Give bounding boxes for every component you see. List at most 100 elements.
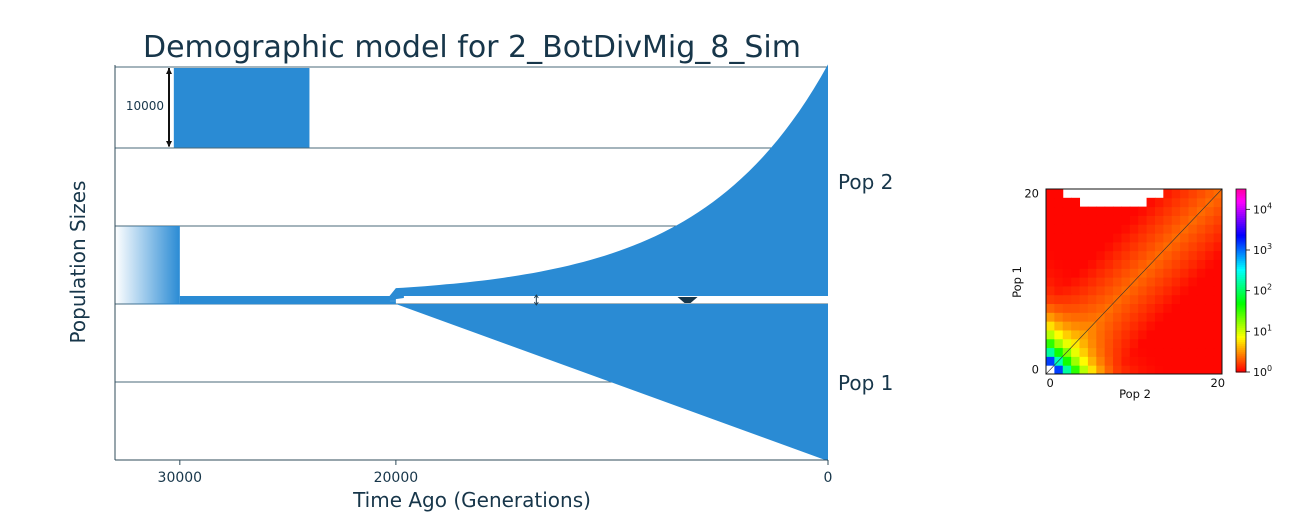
heatmap-cell	[1205, 356, 1215, 366]
heatmap-cell	[1196, 347, 1206, 357]
colorbar-segment	[1236, 355, 1246, 359]
heatmap-cell	[1121, 233, 1131, 243]
colorbar-exponent: 3	[1267, 242, 1272, 251]
heatmap-cell	[1163, 197, 1173, 208]
heatmap-cell	[1188, 241, 1198, 252]
heatmap-cell	[1087, 303, 1097, 313]
heatmap-cell	[1096, 329, 1106, 340]
heatmap-cell	[1180, 241, 1189, 252]
heatmap-cell	[1154, 347, 1164, 357]
heatmap-cell	[1180, 189, 1189, 199]
heatmap-cell	[1196, 268, 1206, 278]
heatmap-cell	[1071, 215, 1081, 225]
heatmap-cell	[1113, 329, 1122, 340]
x-tick-label-2: 0	[824, 470, 833, 486]
x-tick-label-0: 30000	[158, 470, 203, 486]
colorbar-tick-label-4: 104	[1253, 201, 1272, 216]
heatmap-cell	[1104, 303, 1114, 313]
heatmap-cell	[1138, 312, 1148, 322]
heatmap-cell	[1154, 259, 1164, 269]
heatmap-cell	[1113, 303, 1122, 313]
heatmap-cell	[1087, 338, 1097, 349]
heatmap-cell	[1087, 233, 1097, 243]
migration-arrow-1	[677, 297, 698, 303]
heatmap-cell	[1113, 259, 1122, 269]
heatmap-cell	[1146, 268, 1156, 278]
heatmap-x-tick-0: 0	[1047, 376, 1054, 390]
heatmap-cell	[1121, 215, 1131, 225]
heatmap-cell	[1146, 347, 1156, 357]
heatmap-cell	[1062, 294, 1072, 305]
colorbar-segment	[1236, 233, 1246, 237]
colorbar-segment	[1236, 311, 1246, 314]
colorbar-segment	[1236, 215, 1246, 219]
heatmap-cell	[1046, 224, 1055, 234]
heatmap-cell	[1046, 356, 1055, 366]
heatmap-cell	[1113, 277, 1122, 287]
heatmap-cell	[1180, 277, 1189, 287]
heatmap-cell	[1046, 233, 1055, 243]
heatmap-cell	[1205, 312, 1215, 322]
heatmap-cell	[1087, 250, 1097, 260]
heatmap-cell	[1071, 356, 1081, 366]
migration-arrowhead-0	[533, 294, 539, 306]
heatmap-cell	[1163, 356, 1173, 366]
heatmap-cell	[1188, 250, 1198, 260]
heatmap-cell	[1071, 224, 1081, 234]
colorbar-tick-label-0: 100	[1253, 364, 1272, 379]
scale-bar-arrow-bottom	[166, 141, 172, 147]
heatmap-cell	[1213, 329, 1223, 340]
heatmap-cell	[1129, 365, 1139, 375]
heatmap-cell	[1154, 303, 1164, 313]
heatmap-cell	[1129, 294, 1139, 305]
series-label-pop-1: Pop 1	[838, 371, 893, 395]
heatmap-cell	[1054, 338, 1064, 349]
heatmap-cell	[1205, 224, 1215, 234]
heatmap-cell	[1113, 224, 1122, 234]
heatmap-cell	[1213, 233, 1223, 243]
heatmap-cell	[1046, 321, 1055, 331]
heatmap-cell	[1180, 356, 1189, 366]
heatmap-cell	[1121, 285, 1131, 296]
heatmap-cell	[1138, 365, 1148, 375]
colorbar-segment	[1236, 262, 1246, 265]
heatmap-cell	[1079, 277, 1089, 287]
colorbar-segment	[1236, 357, 1246, 361]
heatmap-cell	[1171, 206, 1181, 216]
colorbar-segment	[1236, 201, 1246, 204]
colorbar-segment	[1236, 217, 1246, 221]
heatmap-cell	[1188, 206, 1198, 216]
heatmap-cell	[1138, 303, 1148, 313]
colorbar-segment	[1236, 197, 1246, 200]
heatmap-y-label: Pop 1	[1010, 266, 1024, 298]
heatmap-cell	[1046, 268, 1055, 278]
colorbar-segment	[1236, 252, 1246, 255]
heatmap-cell	[1121, 321, 1131, 331]
colorbar-frame	[1235, 188, 1247, 373]
heatmap-cell	[1062, 303, 1072, 313]
colorbar-exponent: 2	[1267, 283, 1272, 292]
heatmap-cell	[1196, 338, 1206, 349]
heatmap-cell	[1213, 356, 1223, 366]
heatmap-cell	[1196, 259, 1206, 269]
heatmap-cell	[1138, 338, 1148, 349]
heatmap-cell	[1196, 356, 1206, 366]
heatmap-cell	[1146, 197, 1156, 208]
heatmap-cell	[1146, 277, 1156, 287]
heatmap-cell	[1054, 356, 1064, 366]
colorbar-segment	[1236, 235, 1246, 239]
heatmap-cell	[1062, 197, 1072, 208]
heatmap-cell	[1146, 259, 1156, 269]
heatmap-cell	[1071, 277, 1081, 287]
heatmap-cell	[1163, 206, 1173, 216]
colorbar-segment	[1236, 308, 1246, 312]
colorbar-segment	[1236, 274, 1246, 278]
heatmap-cell	[1113, 285, 1122, 296]
heatmap-cell	[1071, 347, 1081, 357]
colorbar-segment	[1236, 325, 1246, 328]
heatmap-cell	[1121, 241, 1131, 252]
heatmap-cell	[1180, 347, 1189, 357]
heatmap-cell	[1087, 268, 1097, 278]
heatmap-cell	[1163, 233, 1173, 243]
